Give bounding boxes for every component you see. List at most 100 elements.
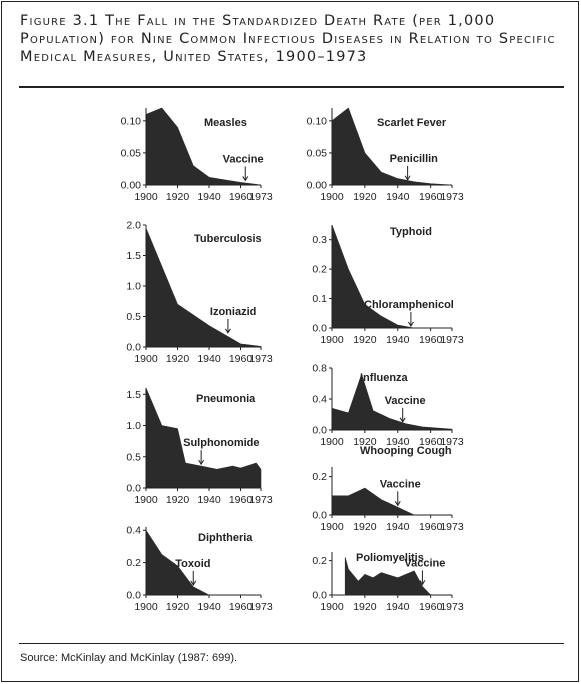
whooping-cough-area <box>331 487 415 516</box>
tuberculosis-x-tick-label: 1940 <box>197 353 221 365</box>
influenza-panel-title: Influenza <box>360 372 409 384</box>
measles-x-tick-label: 1940 <box>197 191 221 203</box>
tuberculosis-y-tick-label: 2.0 <box>126 220 141 232</box>
typhoid-y-tick-label: 0.3 <box>312 234 327 246</box>
tuberculosis-y-tick-label: 1.5 <box>126 250 141 262</box>
poliomyelitis-x-tick-label: 1900 <box>320 601 344 613</box>
scarlet-fever-x-tick-label: 1900 <box>320 191 344 203</box>
poliomyelitis-x-tick-label: 1920 <box>353 601 377 613</box>
measles-x-tick-label: 1920 <box>166 191 190 203</box>
measles-annotation-label: Vaccine <box>223 153 264 165</box>
typhoid-annotation-label: Chloramphenicol <box>364 299 454 311</box>
typhoid-y-tick-label: 0.1 <box>312 293 327 305</box>
measles-x-tick-label: 1900 <box>134 191 158 203</box>
measles-annotation-arrowhead <box>242 176 249 182</box>
scarlet-fever-x-tick-label: 1960 <box>419 191 443 203</box>
diphtheria-panel-title: Diphtheria <box>198 532 253 544</box>
influenza-x-tick-label: 1960 <box>419 436 443 448</box>
poliomyelitis-area <box>344 557 432 596</box>
source-rule <box>19 643 564 644</box>
scarlet-fever-y-tick-label: 0.10 <box>307 115 328 127</box>
whooping-cough-annotation-arrowhead <box>394 501 401 507</box>
scarlet-fever-x-tick-label: 1973 <box>440 191 464 203</box>
poliomyelitis-x-tick-label: 1940 <box>386 601 410 613</box>
whooping-cough-x-tick-label: 1960 <box>419 521 443 533</box>
influenza-y-tick-label: 0.0 <box>312 425 327 437</box>
poliomyelitis-panel-title: Poliomyelitis <box>356 552 424 564</box>
tuberculosis-panel-title: Tuberculosis <box>194 233 262 245</box>
scarlet-fever-y-tick-label: 0.00 <box>307 180 328 192</box>
tuberculosis-x-tick-label: 1920 <box>166 353 190 365</box>
influenza-y-tick-label: 0.4 <box>312 394 327 406</box>
whooping-cough-y-tick-label: 0.2 <box>312 471 327 483</box>
typhoid-panel-title: Typhoid <box>390 226 432 238</box>
typhoid-y-tick-label: 0.0 <box>312 323 327 335</box>
tuberculosis-y-tick-label: 1.0 <box>126 281 141 293</box>
whooping-cough-panel-title: Whooping Cough <box>360 445 452 457</box>
scarlet-fever-annotation-label: Penicillin <box>390 153 439 165</box>
source-note: Source: McKinlay and McKinlay (1987: 699… <box>20 652 238 664</box>
whooping-cough-annotation-label: Vaccine <box>380 478 421 490</box>
influenza-y-tick-label: 0.8 <box>312 363 327 375</box>
diphtheria-annotation-label: Toxoid <box>175 558 210 570</box>
scarlet-fever-x-tick-label: 1940 <box>386 191 410 203</box>
diphtheria-y-tick-label: 0.2 <box>126 557 141 569</box>
tuberculosis-y-tick-label: 0.5 <box>126 311 141 323</box>
influenza-annotation-arrowhead <box>399 417 406 423</box>
diphtheria-x-tick-label: 1973 <box>249 601 273 613</box>
measles-x-tick-label: 1960 <box>229 191 253 203</box>
typhoid-annotation-arrowhead <box>407 321 414 327</box>
typhoid-x-tick-label: 1900 <box>320 334 344 346</box>
measles-y-tick-label: 0.10 <box>121 115 142 127</box>
pneumonia-y-tick-label: 0.0 <box>126 483 141 495</box>
whooping-cough-x-tick-label: 1940 <box>386 521 410 533</box>
poliomyelitis-annotation-arrowhead <box>419 580 426 586</box>
poliomyelitis-x-tick-label: 1960 <box>419 601 443 613</box>
scarlet-fever-panel-title: Scarlet Fever <box>377 117 447 129</box>
tuberculosis-annotation-label: Izoniazid <box>210 306 256 318</box>
pneumonia-panel-title: Pneumonia <box>196 393 256 405</box>
typhoid-x-tick-label: 1973 <box>440 334 464 346</box>
poliomyelitis-y-tick-label: 0.2 <box>312 555 327 567</box>
scarlet-fever-y-tick-label: 0.05 <box>307 147 328 159</box>
poliomyelitis-x-tick-label: 1973 <box>440 601 464 613</box>
typhoid-x-tick-label: 1920 <box>353 334 377 346</box>
diphtheria-x-tick-label: 1960 <box>229 601 253 613</box>
measles-panel-title: Measles <box>204 117 247 129</box>
typhoid-y-tick-label: 0.2 <box>312 264 327 276</box>
poliomyelitis-y-tick-label: 0.0 <box>312 590 327 602</box>
influenza-x-tick-label: 1900 <box>320 436 344 448</box>
measles-y-tick-label: 0.00 <box>121 180 142 192</box>
pneumonia-area <box>145 387 262 489</box>
tuberculosis-x-tick-label: 1960 <box>229 353 253 365</box>
title-rule <box>19 86 564 88</box>
whooping-cough-x-tick-label: 1920 <box>353 521 377 533</box>
influenza-x-tick-label: 1920 <box>353 436 377 448</box>
figure-title: Figure 3.1 The Fall in the Standardized … <box>20 13 556 65</box>
measles-y-tick-label: 0.05 <box>121 147 142 159</box>
scarlet-fever-x-tick-label: 1920 <box>353 191 377 203</box>
scarlet-fever-area <box>331 107 453 186</box>
pneumonia-x-tick-label: 1960 <box>229 494 253 506</box>
pneumonia-y-tick-label: 1.5 <box>126 389 141 401</box>
influenza-x-tick-label: 1940 <box>386 436 410 448</box>
tuberculosis-x-tick-label: 1900 <box>134 353 158 365</box>
diphtheria-y-tick-label: 0.4 <box>126 525 141 537</box>
scarlet-fever-annotation-arrowhead <box>404 175 411 181</box>
pneumonia-x-tick-label: 1973 <box>249 494 273 506</box>
diphtheria-x-tick-label: 1920 <box>166 601 190 613</box>
whooping-cough-x-tick-label: 1973 <box>440 521 464 533</box>
measles-area <box>145 107 262 186</box>
pneumonia-y-tick-label: 0.5 <box>126 451 141 463</box>
diphtheria-annotation-arrowhead <box>190 580 197 586</box>
influenza-x-tick-label: 1973 <box>440 436 464 448</box>
pneumonia-y-tick-label: 1.0 <box>126 420 141 432</box>
tuberculosis-annotation-arrowhead <box>224 328 231 334</box>
typhoid-area <box>331 224 415 329</box>
tuberculosis-y-tick-label: 0.0 <box>126 342 141 354</box>
influenza-area <box>331 373 453 431</box>
whooping-cough-y-tick-label: 0.0 <box>312 510 327 522</box>
pneumonia-annotation-arrowhead <box>198 459 205 466</box>
